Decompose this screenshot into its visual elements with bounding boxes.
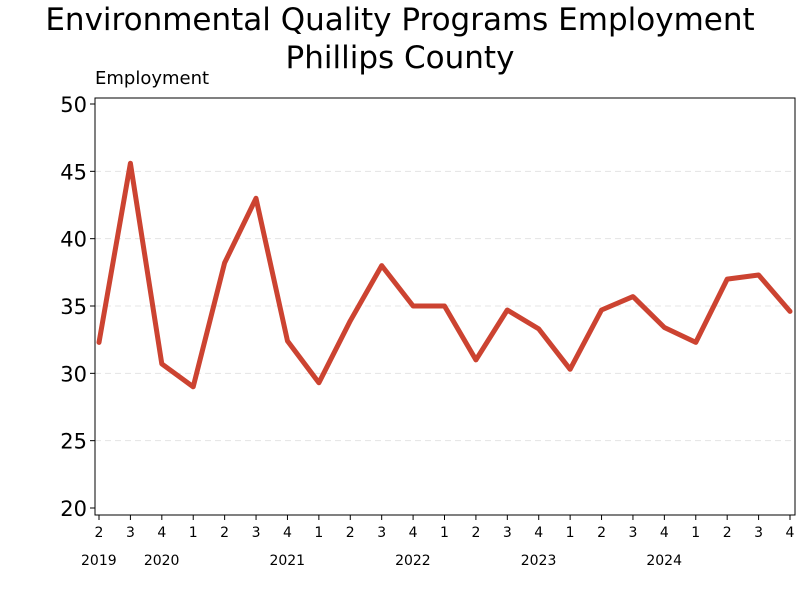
x-year-label: 2020 [144,553,180,569]
data-point [474,358,478,362]
data-point [694,340,698,344]
data-point [788,309,792,313]
chart-title: Environmental Quality Programs Employmen… [45,2,755,38]
x-tick-label: 3 [377,525,386,541]
x-year-label: 2022 [395,553,431,569]
y-tick-label: 45 [60,160,87,184]
data-point [411,304,415,308]
x-tick-label: 1 [189,525,198,541]
y-axis-label: Employment [95,68,210,89]
series-line [96,160,793,390]
x-tick-label: 3 [754,525,763,541]
data-point [757,273,761,277]
data-point [348,319,352,323]
series-group [96,160,793,390]
data-point [285,339,289,343]
data-point [505,308,509,312]
x-year-label: 2024 [646,553,682,569]
x-tick-label: 2 [220,525,229,541]
y-tick-label: 50 [60,93,87,117]
x-tick-label: 4 [786,525,795,541]
x-tick-label: 1 [314,525,323,541]
data-point [600,308,604,312]
x-tick-label: 4 [157,525,166,541]
x-axis: 2 3 4 1 2 3 4 1 2 3 4 1 2 3 4 1 2 3 4 1 2 3 4 2019 2020 2021 2022 2… [81,515,795,569]
data-point [128,161,132,165]
data-point [191,385,195,389]
y-tick-label: 35 [60,295,87,319]
data-point [317,381,321,385]
x-tick-label: 3 [126,525,135,541]
chart-subtitle: Phillips County [285,40,515,76]
x-tick-label: 1 [691,525,700,541]
data-point [537,327,541,331]
x-tick-label: 2 [597,525,606,541]
data-point [254,196,258,200]
x-tick-label: 1 [566,525,575,541]
data-point [223,261,227,265]
data-point [725,277,729,281]
data-point [443,304,446,308]
y-axis: 20 25 30 35 40 45 50 [60,93,95,521]
x-tick-label: 2 [95,525,104,541]
y-tick-label: 30 [60,362,87,386]
data-point [662,326,666,330]
y-tick-label: 40 [60,228,87,252]
y-tick-label: 25 [60,430,87,454]
x-year-label: 2023 [521,553,557,569]
x-tick-label: 3 [628,525,637,541]
data-point [380,264,384,268]
x-tick-label: 3 [503,525,512,541]
data-point [631,295,635,299]
data-point [568,367,572,371]
data-point [160,362,164,366]
x-tick-label: 4 [409,525,418,541]
x-tick-label: 3 [252,525,261,541]
x-tick-label: 4 [534,525,543,541]
x-tick-label: 2 [723,525,732,541]
x-tick-label: 2 [346,525,355,541]
x-tick-label: 4 [283,525,292,541]
x-year-label: 2021 [269,553,305,569]
x-tick-label: 1 [440,525,449,541]
x-year-label: 2019 [81,553,117,569]
data-point [97,340,101,344]
x-tick-label: 2 [471,525,480,541]
y-tick-label: 20 [60,497,87,521]
x-tick-label: 4 [660,525,669,541]
